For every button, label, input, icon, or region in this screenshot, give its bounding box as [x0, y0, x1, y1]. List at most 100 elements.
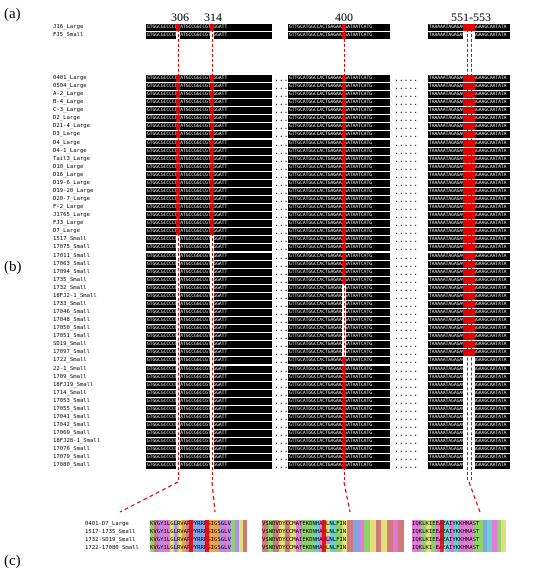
- panel_c-seq-text: VSNDVDYCCMATEKDNHASLNLFIN: [262, 529, 347, 535]
- panel_b-seq-block: [288, 309, 390, 316]
- panel_b-row-name: J1765_Large: [53, 212, 91, 218]
- panel_b-seq-text: GTTGCATGGCCACTGAGAAAGATAATCATG: [289, 173, 372, 178]
- panel_c-residue-cell: [352, 520, 359, 528]
- panel_b-gap-dots: .....: [274, 268, 299, 277]
- panel_b-gap-dots: .....: [274, 98, 299, 107]
- panel_b-highlight-551-553: [463, 462, 475, 469]
- panel_b-seq-block: [146, 277, 272, 284]
- panel_b-seq-block: [146, 301, 272, 308]
- panel_b-seq-text: GTTGCATGGCCACTGAGAAAGATAATCATG: [289, 149, 372, 154]
- panel_c-residue-cell: [430, 528, 436, 536]
- panel_c-residue-cell: [496, 528, 502, 536]
- panel_b-gap-dots: .....: [394, 373, 419, 382]
- panel_b-row-name: 17076_Small: [53, 446, 91, 452]
- panel_a-row-name: FJ5_Small: [53, 32, 84, 38]
- panel_b-seq-block: [146, 285, 272, 292]
- panel_c-residue-cell: [198, 520, 203, 528]
- panel_c-residue-cell: [435, 520, 441, 528]
- panel_b-seq-block: [146, 382, 272, 389]
- panel_b-seq-text: GTTGCATGGCCACTGAGAAAGATAATCATG: [289, 334, 372, 339]
- panel_b-highlight-551-553: [463, 333, 475, 340]
- panel_b-row-name: 17097_Small: [53, 349, 91, 355]
- panel_b-seq-block: [146, 454, 272, 461]
- panel_c-residue-cell: [279, 528, 285, 536]
- panel_b-row-name: FJ3_Large: [53, 220, 84, 226]
- panel_c-residue-cell: [234, 536, 240, 544]
- panel_c-residue-cell: [386, 528, 393, 536]
- panel_b-row-name: D10_Large: [53, 164, 84, 170]
- panel_b-highlight-551-553: [463, 277, 475, 284]
- panel_b-gap-dots: .....: [274, 106, 299, 115]
- panel_c-residue-cell: [273, 544, 280, 552]
- panel_c-residue-cell: [435, 528, 441, 536]
- panel_b-seq-block: [146, 115, 272, 122]
- panel_b-row-name: SD19_Small: [53, 341, 87, 347]
- panel_b-seq-block: [146, 390, 272, 397]
- panel_c-residue-cell: [477, 544, 483, 552]
- panel_b-highlight-551-553: [463, 204, 475, 211]
- panel_b-seq-block: [288, 123, 390, 130]
- panel_b-seq-block: [288, 244, 390, 251]
- panel_b-gap-dots: .....: [274, 219, 299, 228]
- panel_b-gap-dots: .....: [274, 90, 299, 99]
- panel_b-seq-text: GTTGCATGGCCACTGAGAAAGATAATCATG: [289, 245, 372, 250]
- position-guide-line: [212, 24, 213, 480]
- panel_c-residue-cell: [392, 544, 399, 552]
- panel_b-seq-text: GTTGCATGGCCACTGAGAAAGATAATCATG: [289, 221, 372, 226]
- panel_b-seq-text: GTTGCATGGCCACTGAGAAAGATAATCATG: [289, 262, 372, 267]
- panel_b-seq-block: [288, 414, 390, 421]
- panel_b-seq-block: [288, 83, 390, 90]
- panel_b-gap-dots: .....: [394, 82, 419, 91]
- panel_b-seq-block: [288, 374, 390, 381]
- panel_c-residue-cell: [330, 536, 337, 544]
- panel_c-residue-cell: [150, 544, 155, 552]
- panel_b-seq-text: GTGGCGCCCCGTATGCCGGCCGTGGGATT: [147, 173, 228, 178]
- panel_c-residue-cell: [150, 528, 155, 536]
- panel_c-residue-cell: [416, 536, 422, 544]
- panel_b-seq-text: GTTGCATGGCCACTGAGAAAGATAATCATG: [289, 447, 372, 452]
- panel_c-residue-cell: [182, 528, 187, 536]
- panel_c-residue-cell: [412, 544, 417, 552]
- panel_b-gap-dots: .....: [394, 340, 419, 349]
- panel_b-gap-dots: .....: [394, 252, 419, 261]
- panel_c-residue-cell: [194, 520, 199, 528]
- panel_b-highlight-551-553: [463, 390, 475, 397]
- panel_b-gap-dots: .....: [394, 179, 419, 188]
- panel_b-seq-text: GTTGCATGGCCACTGAGAAAGATAATCATG: [289, 358, 372, 363]
- panel_c-residue-cell: [421, 520, 427, 528]
- panel_c-residue-cell: [496, 536, 502, 544]
- panel-label-a: (a): [4, 6, 21, 22]
- panel_c-residue-cell: [324, 536, 331, 544]
- panel_c-residue-cell: [226, 528, 232, 536]
- panel_b-seq-block: [146, 228, 272, 235]
- panel_b-highlight-551-553: [463, 212, 475, 219]
- panel_b-seq-block: [146, 422, 272, 429]
- panel_b-seq-block: [288, 462, 390, 469]
- panel_c-residue-cell: [473, 520, 479, 528]
- panel_c-residue-cell: [487, 544, 493, 552]
- panel_c-residue-cell: [364, 544, 371, 552]
- panel_b-seq-text: GTTGCATGGCCACTGAGAAAGATAATCATG: [289, 213, 372, 218]
- panel_c-residue-cell: [473, 536, 479, 544]
- panel_c-residue-cell: [496, 544, 502, 552]
- panel_b-seq-block: [146, 188, 272, 195]
- panel_c-residue-cell: [158, 520, 163, 528]
- panel_c-residue-cell: [214, 520, 219, 528]
- panel_b-highlight-551-553: [463, 253, 475, 260]
- panel_b-seq-text: GTGGCGCCCCGTATGCCGGCCGTGGGATT: [147, 358, 228, 363]
- panel_c-residue-cell: [369, 528, 376, 536]
- panel_c-residue-cell: [358, 520, 365, 528]
- position-guide-line: [471, 24, 472, 480]
- panel_b-seq-text: GTGGCGCCCCGTATGCCGGCCGTGGGATT: [147, 350, 228, 355]
- panel_b-highlight-551-553: [463, 454, 475, 461]
- panel_b-gap-dots: .....: [274, 445, 299, 454]
- panel_c-residue-cell: [290, 528, 297, 536]
- panel_b-seq-text: GTTGCATGGCCACTGAGAAAGATAATCATG: [289, 108, 372, 113]
- panel_b-seq-text: GTGGCGCCCCGTATGCCGGCCGTGGGATT: [147, 286, 228, 291]
- panel_b-gap-dots: .....: [274, 300, 299, 309]
- panel_c-residue-cell: [426, 536, 432, 544]
- panel_b-seq-block: [146, 438, 272, 445]
- panel_b-gap-dots: .....: [274, 252, 299, 261]
- panel_c-residue-cell: [487, 528, 493, 536]
- panel_c-residue-cell: [358, 536, 365, 544]
